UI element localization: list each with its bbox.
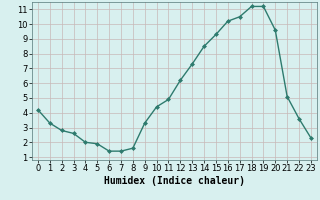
X-axis label: Humidex (Indice chaleur): Humidex (Indice chaleur) [104, 176, 245, 186]
